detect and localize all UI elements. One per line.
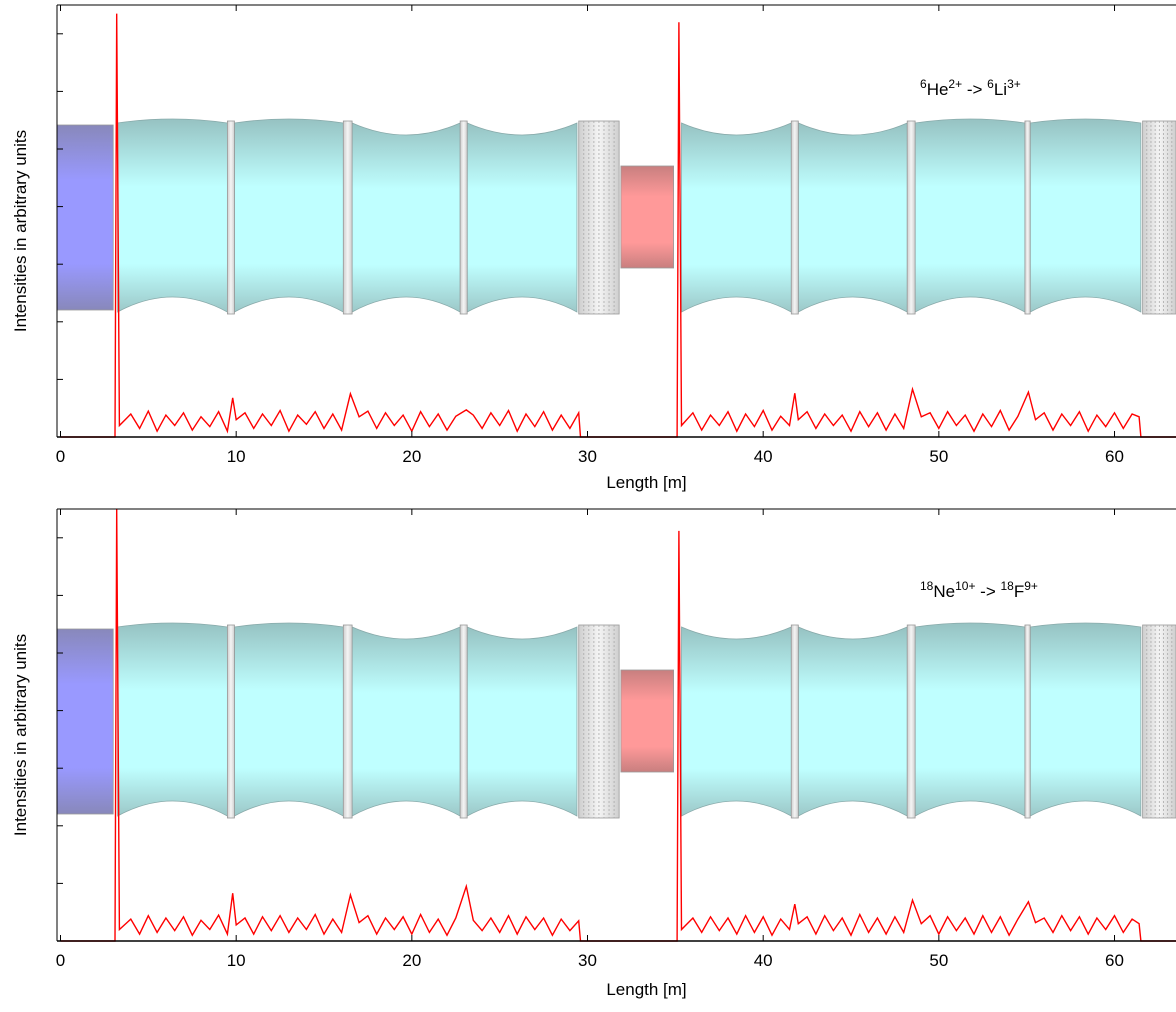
cavity [351, 122, 461, 313]
separator [342, 624, 353, 819]
cavity [466, 626, 578, 817]
annotation: 18Ne10+ -> 18F9+ [920, 579, 1038, 601]
annotation-part: 3+ [1007, 77, 1021, 91]
x-axis-label: Length [m] [606, 473, 686, 492]
cavity [117, 622, 228, 817]
x-tick-label: 30 [578, 951, 597, 970]
annotation-part: 2+ [948, 77, 962, 91]
annotation-part: -> [962, 80, 987, 99]
separator [790, 624, 799, 819]
cavity [234, 622, 344, 817]
x-tick-label: 60 [1105, 447, 1124, 466]
separator [226, 624, 235, 819]
annotation-part: He [927, 80, 949, 99]
cavity [914, 622, 1026, 817]
separator [459, 120, 468, 315]
annotation-part: 18 [1001, 579, 1015, 593]
annotation-part: F [1014, 582, 1024, 601]
cavity [1029, 622, 1142, 817]
x-tick-label: 60 [1105, 951, 1124, 970]
x-tick-label: 20 [402, 951, 421, 970]
panel: 0 10 20 30 40 50 60 Length [m] Intensities in ar… [11, 508, 1176, 999]
cavity [466, 122, 578, 313]
x-tick-label: 30 [578, 447, 597, 466]
stripper [620, 165, 674, 269]
x-tick-label: 20 [402, 447, 421, 466]
panel: 0 10 20 30 40 50 60 Length [m] Intensities in ar… [11, 4, 1176, 492]
stripper [620, 669, 674, 773]
separator [906, 624, 916, 819]
x-tick-label: 40 [754, 447, 773, 466]
annotation-part: 10+ [955, 579, 975, 593]
cavity [351, 626, 461, 817]
cavity [797, 122, 908, 313]
annotation-part: 6 [920, 77, 927, 91]
annotation-part: 6 [987, 77, 994, 91]
cavity [797, 626, 908, 817]
y-axis-label: Intensities in arbitrary units [11, 130, 30, 332]
separator [226, 120, 235, 315]
y-axis-label: Intensities in arbitrary units [11, 634, 30, 836]
cavity [117, 118, 228, 313]
x-tick-label: 50 [929, 447, 948, 466]
x-tick-label: 50 [929, 951, 948, 970]
cavity [1029, 118, 1142, 313]
separator [1024, 120, 1031, 315]
cavity [681, 626, 792, 817]
annotation-part: 18 [920, 579, 934, 593]
annotation-part: 9+ [1024, 579, 1038, 593]
ion-source [56, 628, 114, 815]
x-tick-label: 0 [56, 447, 65, 466]
x-tick-label: 40 [754, 951, 773, 970]
cavity [914, 118, 1026, 313]
annotation-part: Li [994, 80, 1007, 99]
x-tick-label: 0 [56, 951, 65, 970]
annotation: 6He2+ -> 6Li3+ [920, 77, 1021, 99]
x-axis-label: Length [m] [606, 980, 686, 999]
ion-source [56, 124, 114, 311]
cavity [681, 122, 792, 313]
separator [459, 624, 468, 819]
cavity [234, 118, 344, 313]
annotation-part: Ne [933, 582, 955, 601]
separator [906, 120, 916, 315]
separator [342, 120, 353, 315]
x-tick-label: 10 [227, 951, 246, 970]
annotation-part: -> [975, 582, 1000, 601]
separator [790, 120, 799, 315]
x-tick-label: 10 [227, 447, 246, 466]
separator [1024, 624, 1031, 819]
